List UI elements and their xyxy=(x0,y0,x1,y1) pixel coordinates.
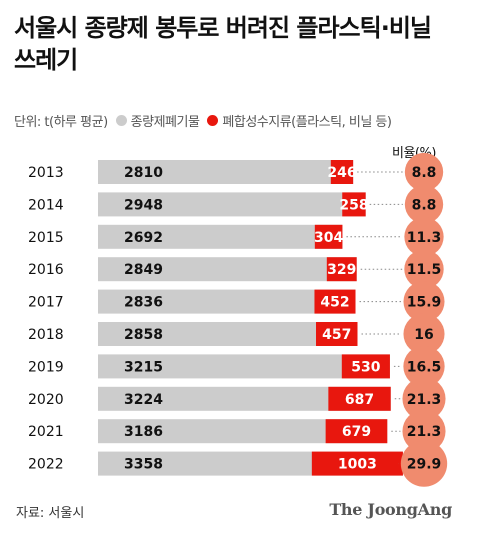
legend-plastic-swatch xyxy=(207,114,219,126)
legend: 단위: t(하루 평균) 종량제폐기물 폐합성수지류(플라스틱, 비닐 등) xyxy=(14,110,392,130)
plastic-value-label: 258 xyxy=(339,197,368,213)
plastic-value-label: 329 xyxy=(327,262,356,278)
source-note: 자료: 서울시 xyxy=(16,506,85,521)
plastic-bar xyxy=(316,322,358,346)
plastic-bar xyxy=(311,451,403,476)
ratio-circle xyxy=(403,313,445,355)
plastic-bar xyxy=(328,386,391,411)
ratio-value-label: 16 xyxy=(414,327,433,343)
general-bar xyxy=(98,257,357,282)
ratio-value-label: 29.9 xyxy=(407,457,442,473)
plastic-value-label: 687 xyxy=(345,392,374,408)
plastic-value-label: 1003 xyxy=(338,457,377,473)
general-bar xyxy=(98,354,390,379)
ratio-value-label: 11.5 xyxy=(407,262,442,278)
general-value-label: 2948 xyxy=(124,197,163,213)
plastic-value-label: 457 xyxy=(322,327,351,343)
general-value-label: 2858 xyxy=(124,327,163,343)
plastic-bar xyxy=(314,289,356,314)
plastic-bar xyxy=(342,192,366,217)
plastic-value-label: 304 xyxy=(314,230,343,246)
plastic-value-label: 679 xyxy=(342,424,371,440)
plastic-bar xyxy=(330,160,354,184)
general-value-label: 2836 xyxy=(124,295,163,311)
unit-label: 단위: t(하루 평균) xyxy=(14,114,108,130)
plastic-bar xyxy=(326,257,357,282)
general-value-label: 2692 xyxy=(124,230,163,246)
year-label: 2021 xyxy=(28,424,64,440)
year-label: 2020 xyxy=(28,392,64,408)
ratio-circle xyxy=(404,217,444,257)
general-value-label: 3215 xyxy=(124,359,163,375)
plastic-value-label: 452 xyxy=(320,295,349,311)
general-bar xyxy=(98,289,356,314)
ratio-value-label: 21.3 xyxy=(407,424,442,440)
plastic-bar xyxy=(314,224,343,249)
plastic-bar xyxy=(341,354,390,379)
plastic-value-label: 246 xyxy=(327,165,356,181)
ratio-circle xyxy=(402,377,446,421)
plastic-bar xyxy=(325,419,388,444)
year-label: 2017 xyxy=(28,295,64,311)
general-value-label: 3224 xyxy=(124,392,163,408)
ratio-circle xyxy=(403,281,445,323)
year-label: 2015 xyxy=(28,230,64,246)
general-value-label: 2849 xyxy=(124,262,163,278)
ratio-value-label: 16.5 xyxy=(407,359,442,375)
ratio-value-label: 8.8 xyxy=(412,165,437,181)
ratio-value-label: 15.9 xyxy=(407,295,442,311)
general-bar xyxy=(98,192,366,217)
brand-logo: The JoongAng xyxy=(329,500,452,519)
legend-general-swatch xyxy=(115,114,127,126)
plastic-value-label: 530 xyxy=(351,359,380,375)
year-label: 2014 xyxy=(28,197,64,213)
ratio-circle xyxy=(403,345,445,388)
ratio-circle xyxy=(402,409,446,453)
year-label: 2016 xyxy=(28,262,64,278)
general-value-label: 3186 xyxy=(124,424,163,440)
general-value-label: 3358 xyxy=(124,457,163,473)
year-label: 2018 xyxy=(28,327,64,343)
ratio-value-label: 21.3 xyxy=(407,392,442,408)
ratio-value-label: 11.3 xyxy=(407,230,442,246)
year-label: 2019 xyxy=(28,359,64,375)
ratio-circle xyxy=(400,440,448,487)
legend-plastic-label: 폐합성수지류(플라스틱, 비닐 등) xyxy=(222,114,392,130)
ratio-circle xyxy=(404,185,444,224)
ratio-value-label: 8.8 xyxy=(412,197,437,213)
general-bar xyxy=(98,322,358,346)
year-label: 2022 xyxy=(28,457,64,473)
general-value-label: 2810 xyxy=(124,165,163,181)
legend-general-label: 종량제폐기물 xyxy=(130,114,200,130)
general-bar xyxy=(98,160,354,184)
chart-title: 서울시 종량제 봉투로 버려진 플라스틱·비닐 쓰레기 xyxy=(14,14,432,74)
general-bar xyxy=(98,224,343,249)
ratio-circle xyxy=(404,152,444,192)
ratio-circle xyxy=(404,249,444,289)
year-label: 2013 xyxy=(28,165,64,181)
